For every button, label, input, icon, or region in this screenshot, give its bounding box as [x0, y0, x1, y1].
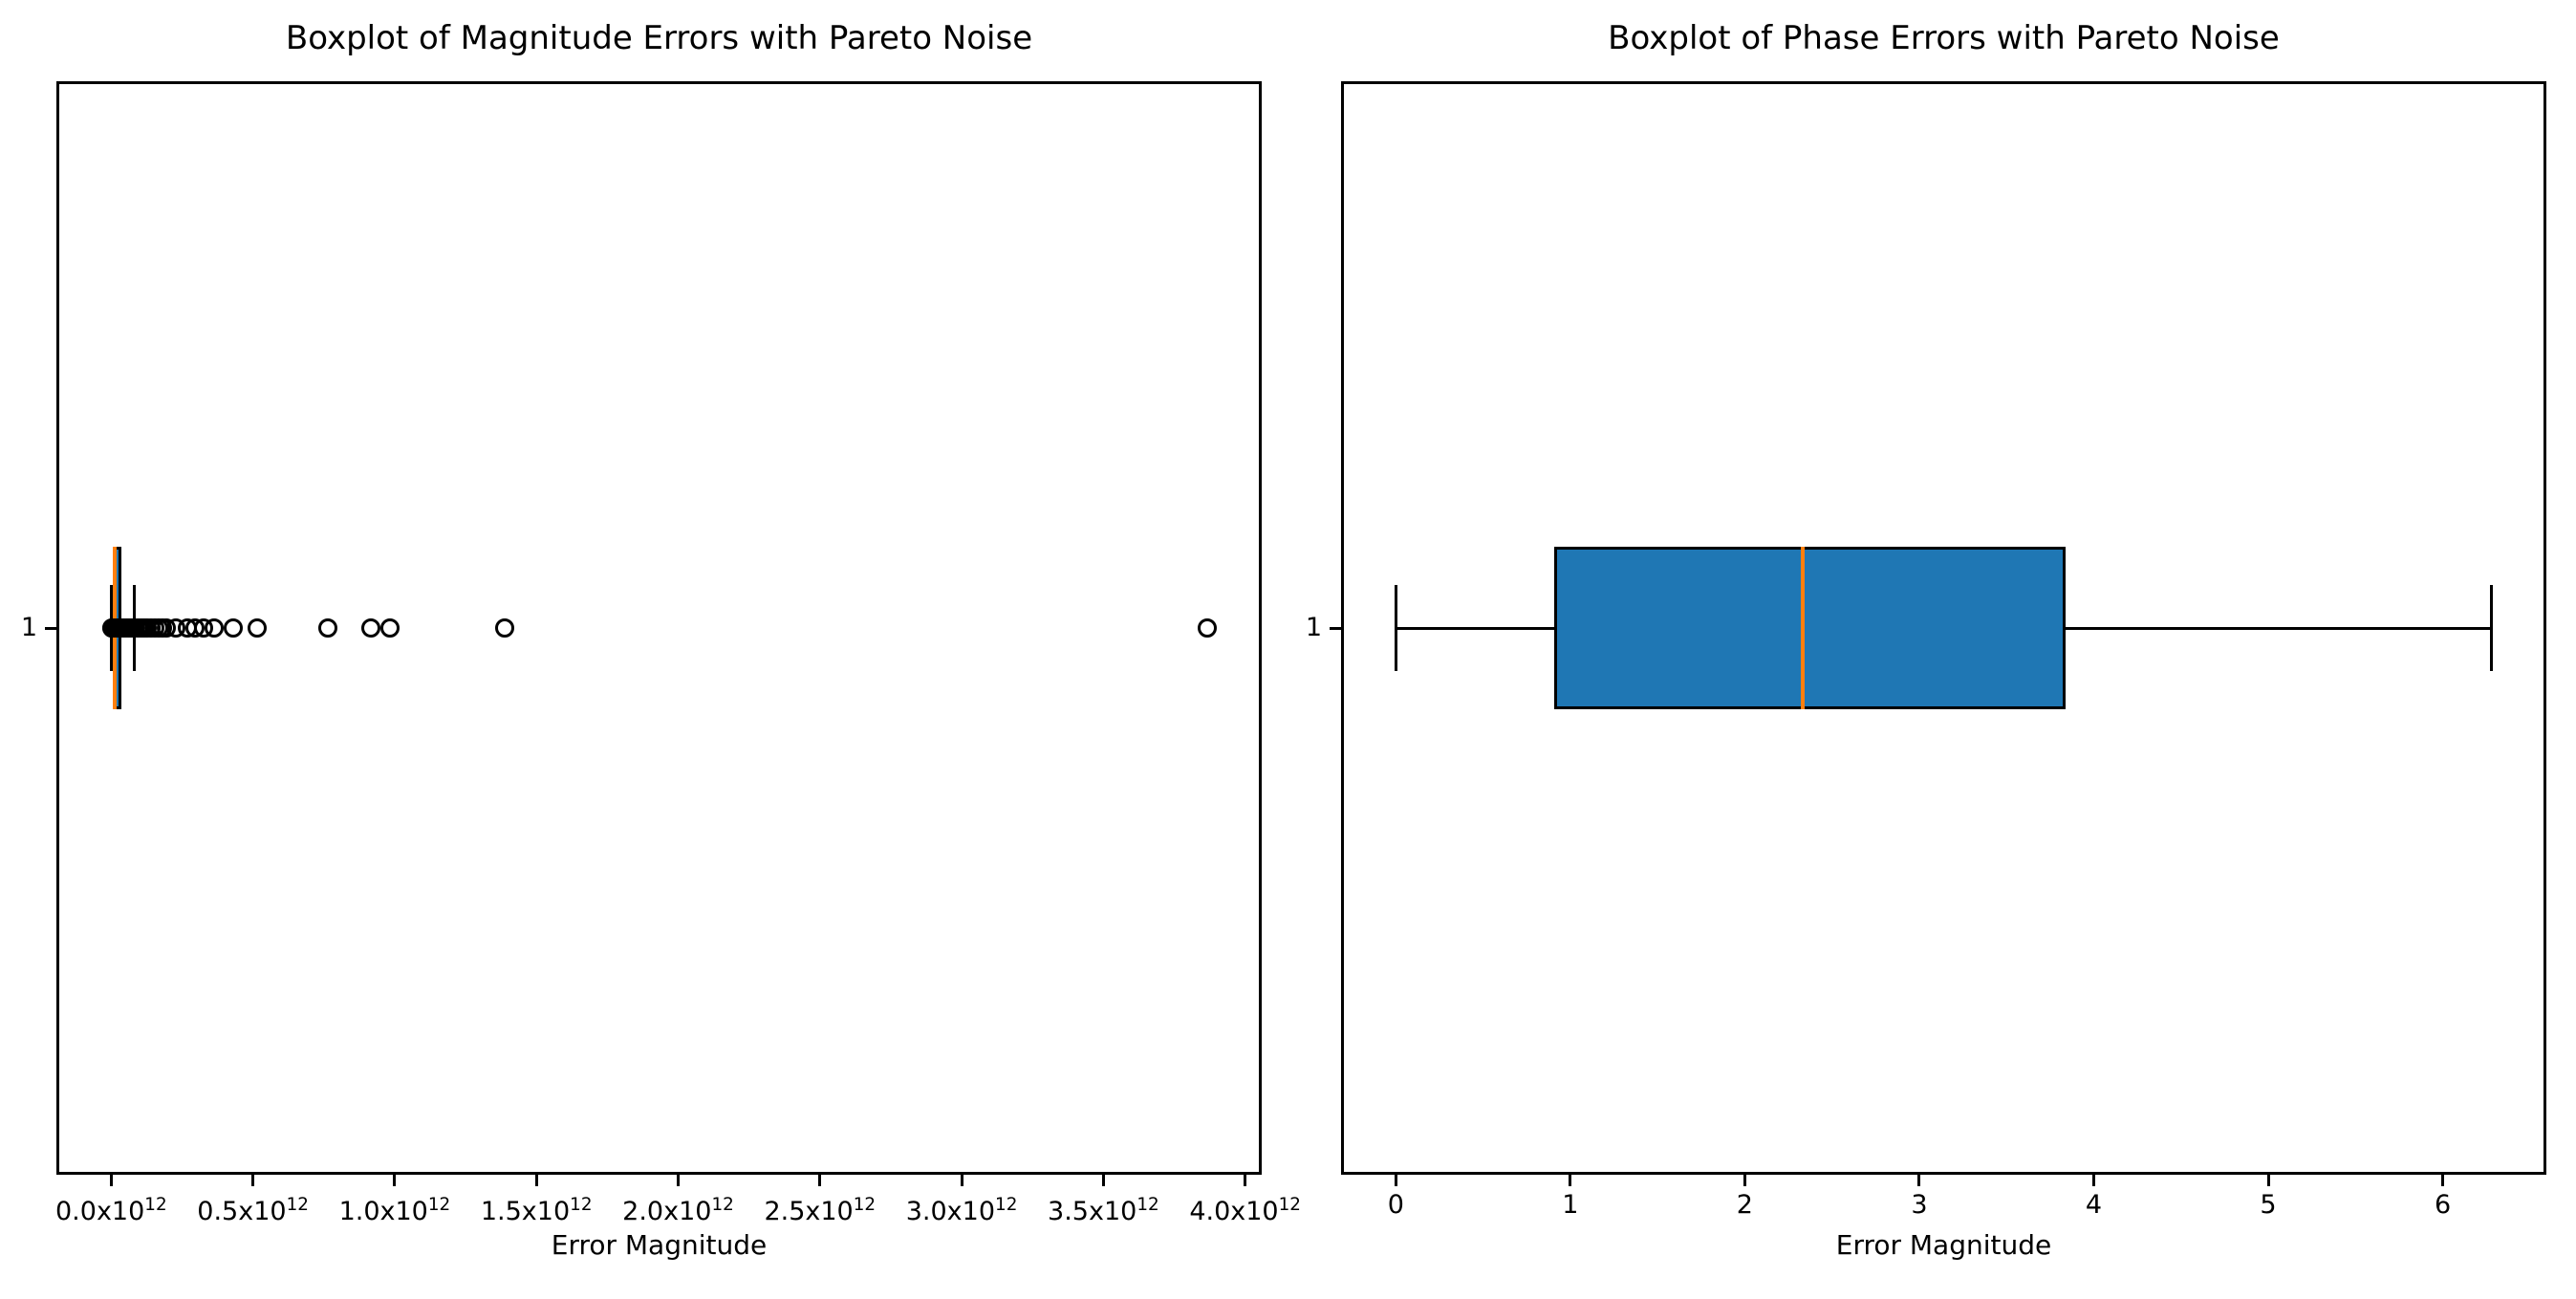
y-tick-mark [45, 626, 56, 630]
x-tick-exponent: 12 [144, 1195, 167, 1215]
outlier-point [360, 618, 380, 638]
x-tick-mark [2266, 1175, 2270, 1186]
x-tick-label: 4.0x1012 [1189, 1195, 1301, 1226]
x-tick-mark [676, 1175, 680, 1186]
x-tick-exponent: 12 [853, 1195, 877, 1215]
x-tick-label: 2 [1736, 1190, 1753, 1220]
x-tick-label: 1.0x1012 [338, 1195, 451, 1226]
x-tick-mark [534, 1175, 538, 1186]
x-tick-label: 4 [2085, 1190, 2103, 1220]
y-tick-mark [1330, 626, 1341, 630]
x-tick-exponent: 12 [427, 1195, 451, 1215]
x-tick-exponent: 12 [286, 1195, 309, 1215]
lower-whisker [1396, 626, 1555, 630]
x-tick-mark [1917, 1175, 1921, 1186]
x-tick-label: 1 [1562, 1190, 1579, 1220]
magnitude-plot-title: Boxplot of Magnitude Errors with Pareto … [285, 19, 1033, 57]
x-tick-exponent: 12 [1278, 1195, 1301, 1215]
phase-y-tick-label: 1 [1305, 613, 1322, 642]
x-tick-label: 0 [1387, 1190, 1404, 1220]
x-tick-label: 3.5x1012 [1048, 1195, 1159, 1226]
outlier-point [1197, 618, 1217, 638]
x-tick-mark [251, 1175, 255, 1186]
x-tick-label: 3.0x1012 [905, 1195, 1018, 1226]
x-tick-exponent: 12 [711, 1195, 734, 1215]
x-tick-label: 2.0x1012 [622, 1195, 734, 1226]
lower-whisker-cap [1394, 584, 1397, 672]
x-tick-mark [818, 1175, 822, 1186]
outlier-point [248, 618, 268, 638]
magnitude-x-axis-label: Error Magnitude [551, 1229, 768, 1261]
x-tick-label: 1.5x1012 [480, 1195, 593, 1226]
outlier-point [379, 618, 400, 638]
phase-plot-title: Boxplot of Phase Errors with Pareto Nois… [1608, 19, 2280, 57]
upper-whisker [2066, 626, 2492, 630]
x-tick-label: 2.5x1012 [764, 1195, 877, 1226]
x-tick-mark [1101, 1175, 1105, 1186]
x-tick-exponent: 12 [995, 1195, 1018, 1215]
x-tick-mark [1394, 1175, 1397, 1186]
x-tick-exponent: 12 [1136, 1195, 1159, 1215]
x-tick-label: 0.0x1012 [55, 1195, 167, 1226]
outlier-point [224, 618, 244, 638]
x-tick-mark [1743, 1175, 1746, 1186]
x-tick-label: 3 [1911, 1190, 1928, 1220]
x-tick-mark [1569, 1175, 1572, 1186]
median-line [1800, 547, 1805, 709]
phase-x-axis-label: Error Magnitude [1835, 1229, 2052, 1261]
x-tick-label: 5 [2260, 1190, 2277, 1220]
x-tick-mark [960, 1175, 963, 1186]
outlier-point [317, 618, 337, 638]
magnitude-y-tick-label: 1 [20, 613, 37, 642]
x-tick-mark [1244, 1175, 1247, 1186]
x-tick-label: 0.5x1012 [197, 1195, 309, 1226]
x-tick-mark [393, 1175, 397, 1186]
x-tick-exponent: 12 [570, 1195, 593, 1215]
outlier-point [205, 618, 225, 638]
iqr-box [1554, 547, 2067, 709]
x-tick-mark [2091, 1175, 2095, 1186]
outlier-point [494, 618, 514, 638]
x-tick-label: 6 [2434, 1190, 2452, 1220]
upper-whisker-cap [2490, 584, 2494, 672]
x-tick-mark [109, 1175, 113, 1186]
x-tick-mark [2441, 1175, 2445, 1186]
